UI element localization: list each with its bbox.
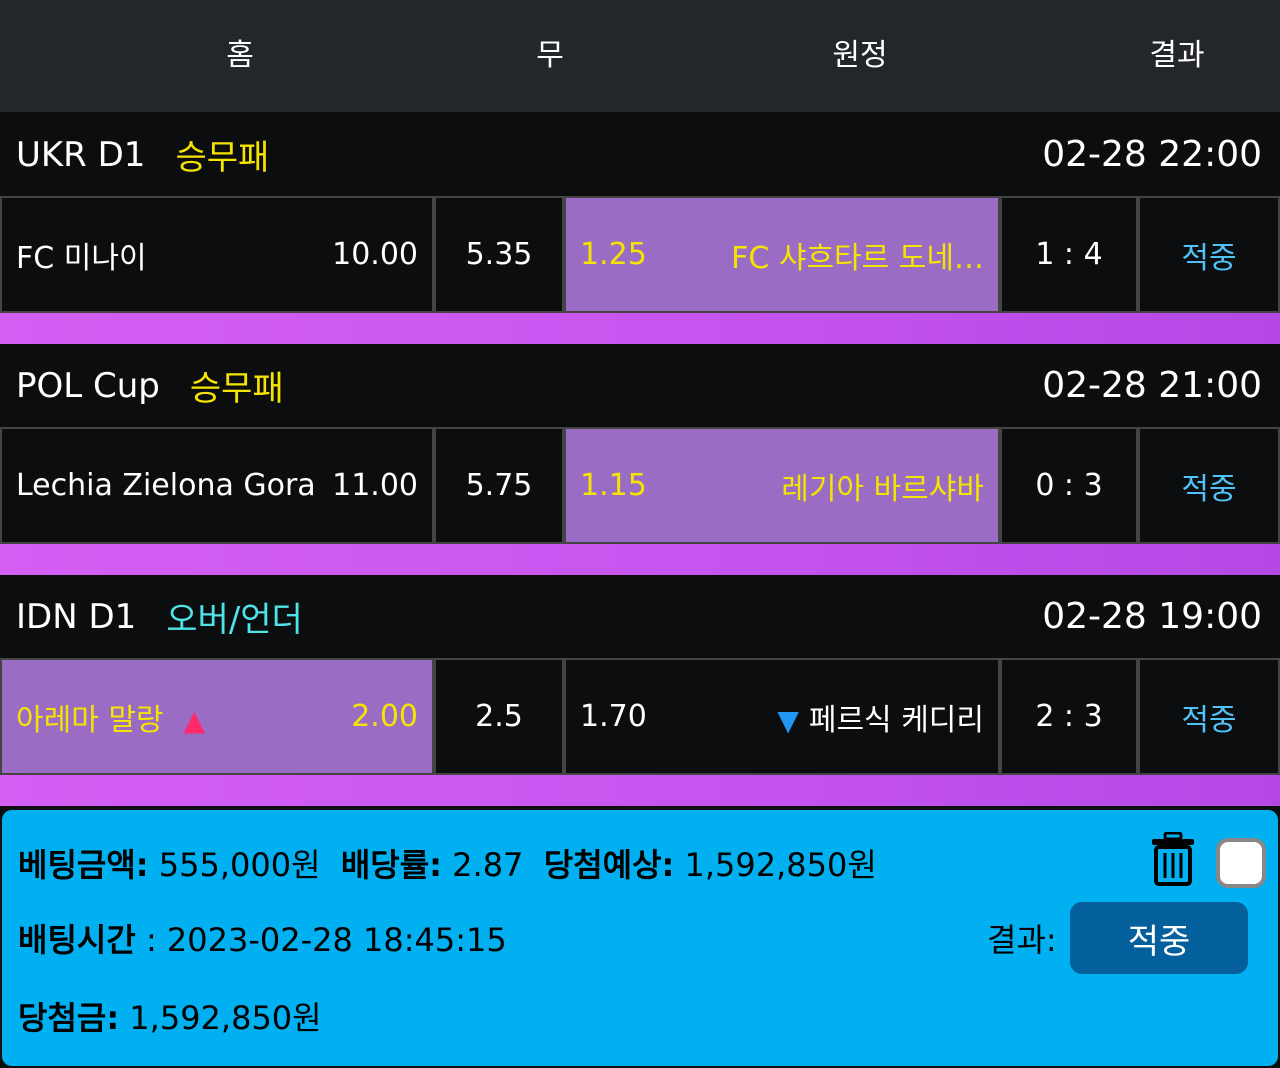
- bet-time: : 2023-02-28 18:45:15: [145, 921, 507, 959]
- bet-time-label: 배팅시간: [18, 921, 136, 959]
- home-odds: 2.00: [351, 699, 418, 734]
- result-cell: 적중: [1140, 429, 1278, 542]
- arrow-down-icon: ▼: [777, 703, 799, 737]
- result: 적중: [1181, 240, 1237, 276]
- bet-summary: 베팅금액: 555,000원 배당률: 2.87 당첨예상: 1,592,850…: [0, 808, 1280, 1068]
- away-team: 레기아 바르샤바: [781, 471, 984, 507]
- odds: 2.87: [452, 846, 524, 884]
- match-row: FC 미나이 10.00 5.35 1.25 FC 샤흐타르 도네… 1 : 4 적…: [0, 196, 1280, 313]
- column-header: 홈 무 원정 결과: [0, 0, 1280, 113]
- league-name: UKR D1: [16, 134, 146, 175]
- score-cell: 2 : 3: [1002, 660, 1136, 773]
- home-team: Lechia Zielona Gora: [16, 468, 316, 503]
- away-cell[interactable]: 1.70 ▼ 페르식 케디리: [566, 660, 998, 773]
- away-team: FC 샤흐타르 도네…: [731, 240, 984, 276]
- header-result: 결과: [1149, 38, 1205, 73]
- win-line: 당첨금: 1,592,850원: [18, 993, 322, 1039]
- draw-odds: 5.75: [465, 468, 533, 503]
- away-odds: 1.25: [580, 237, 647, 272]
- win-amount: 1,592,850원: [129, 999, 322, 1037]
- result-cell: 적중: [1140, 660, 1278, 773]
- divider: [0, 544, 1280, 575]
- league-row: UKR D1 승무패 02-28 22:00: [0, 113, 1280, 196]
- league-row: IDN D1 오버/언더 02-28 19:00: [0, 575, 1280, 658]
- header-away: 원정: [832, 38, 888, 73]
- away-odds: 1.70: [580, 699, 647, 734]
- bet-time-line: 배팅시간 : 2023-02-28 18:45:15: [18, 915, 507, 961]
- result: 적중: [1181, 471, 1237, 507]
- bet-amount: 555,000원: [158, 846, 321, 884]
- home-team: 아레마 말랑: [16, 702, 164, 738]
- arrow-up-icon: ▲: [183, 703, 206, 737]
- expected-win: 1,592,850원: [684, 846, 877, 884]
- match-time: 02-28 21:00: [1042, 365, 1262, 406]
- league-name: POL Cup: [16, 365, 160, 406]
- match-row: 아레마 말랑 ▲ 2.00 2.5 1.70 ▼ 페르식 케디리 2 : 3 적중: [0, 658, 1280, 775]
- divider: [0, 775, 1280, 806]
- score: 1 : 4: [1035, 237, 1103, 272]
- score-cell: 0 : 3: [1002, 429, 1136, 542]
- bet-type: 승무패: [175, 138, 270, 178]
- result-label: 결과:: [987, 921, 1057, 959]
- home-team: FC 미나이: [16, 240, 147, 276]
- home-odds: 11.00: [332, 468, 418, 503]
- select-checkbox[interactable]: [1216, 838, 1266, 888]
- home-cell[interactable]: FC 미나이 10.00: [2, 198, 432, 311]
- trash-icon[interactable]: [1150, 832, 1196, 886]
- home-odds: 10.00: [332, 237, 418, 272]
- result: 적중: [1181, 702, 1237, 738]
- draw-cell[interactable]: 2.5: [436, 660, 562, 773]
- score-cell: 1 : 4: [1002, 198, 1136, 311]
- match-row: Lechia Zielona Gora 11.00 5.75 1.15 레기아 바르…: [0, 427, 1280, 544]
- draw-cell[interactable]: 5.35: [436, 198, 562, 311]
- score: 0 : 3: [1035, 468, 1103, 503]
- bet-info-line: 베팅금액: 555,000원 배당률: 2.87 당첨예상: 1,592,850…: [18, 840, 877, 886]
- match-time: 02-28 19:00: [1042, 596, 1262, 637]
- match-time: 02-28 22:00: [1042, 134, 1262, 175]
- draw-odds: 5.35: [465, 237, 533, 272]
- bet-type: 오버/언더: [166, 600, 303, 640]
- handicap-line: 2.5: [475, 699, 523, 734]
- score: 2 : 3: [1035, 699, 1103, 734]
- home-cell[interactable]: Lechia Zielona Gora 11.00: [2, 429, 432, 542]
- league-name: IDN D1: [16, 596, 137, 637]
- win-label: 당첨금:: [18, 999, 120, 1037]
- divider: [0, 313, 1280, 344]
- header-draw: 무: [536, 38, 564, 73]
- result-button[interactable]: 적중: [1070, 902, 1248, 974]
- away-cell[interactable]: 1.15 레기아 바르샤바: [566, 429, 998, 542]
- result-cell: 적중: [1140, 198, 1278, 311]
- draw-cell[interactable]: 5.75: [436, 429, 562, 542]
- expected-label: 당첨예상:: [543, 846, 675, 884]
- bet-type: 승무패: [189, 369, 284, 409]
- away-odds: 1.15: [580, 468, 647, 503]
- bet-amount-label: 베팅금액:: [18, 846, 149, 884]
- header-home: 홈: [226, 38, 254, 73]
- home-cell[interactable]: 아레마 말랑 ▲ 2.00: [2, 660, 432, 773]
- away-cell[interactable]: 1.25 FC 샤흐타르 도네…: [566, 198, 998, 311]
- odds-label: 배당률:: [340, 846, 442, 884]
- league-row: POL Cup 승무패 02-28 21:00: [0, 344, 1280, 427]
- away-team: 페르식 케디리: [808, 702, 984, 738]
